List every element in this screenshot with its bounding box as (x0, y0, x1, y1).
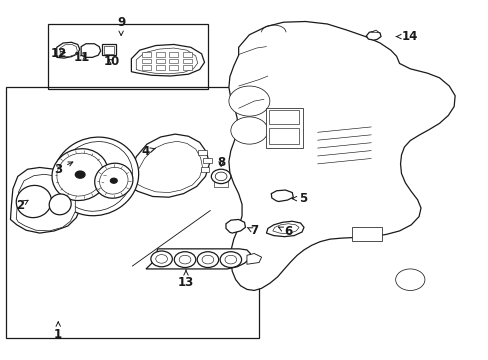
Bar (156, 65, 164, 69)
Bar (48, 24, 207, 89)
Text: 6: 6 (278, 225, 292, 238)
Text: 12: 12 (51, 47, 67, 60)
Bar (156, 59, 164, 63)
Circle shape (224, 255, 236, 264)
Bar (142, 52, 151, 57)
Polygon shape (228, 22, 454, 291)
Bar (183, 59, 191, 63)
Polygon shape (16, 174, 75, 231)
Text: 13: 13 (178, 270, 194, 289)
Bar (169, 59, 178, 63)
Bar (142, 65, 151, 69)
Circle shape (395, 269, 424, 291)
Circle shape (110, 178, 117, 183)
Bar (268, 110, 299, 125)
Circle shape (220, 252, 241, 267)
Bar (156, 52, 164, 57)
Circle shape (197, 252, 218, 267)
Text: 14: 14 (396, 30, 418, 43)
Text: 5: 5 (292, 192, 306, 205)
Bar (214, 176, 227, 187)
Circle shape (156, 255, 167, 263)
Circle shape (230, 117, 267, 144)
Circle shape (211, 169, 230, 184)
Ellipse shape (95, 163, 133, 198)
Bar (200, 167, 209, 172)
Polygon shape (266, 221, 304, 237)
Text: 4: 4 (142, 145, 155, 158)
Ellipse shape (52, 149, 108, 201)
Polygon shape (57, 42, 80, 58)
Bar (268, 128, 299, 144)
Bar (104, 46, 114, 54)
Text: 7: 7 (247, 224, 258, 238)
Circle shape (174, 252, 195, 267)
Circle shape (179, 255, 190, 264)
Ellipse shape (16, 185, 51, 218)
Bar (102, 44, 116, 55)
Circle shape (215, 172, 226, 181)
Ellipse shape (49, 194, 71, 215)
Text: 9: 9 (117, 16, 125, 36)
Bar (5, 87, 259, 338)
Bar (169, 52, 178, 57)
Text: 11: 11 (74, 51, 90, 64)
Bar (203, 158, 211, 163)
Polygon shape (60, 44, 77, 57)
Bar (169, 65, 178, 69)
Bar (351, 227, 381, 241)
Circle shape (228, 86, 269, 116)
Polygon shape (127, 134, 209, 197)
Polygon shape (246, 253, 261, 264)
Text: 1: 1 (54, 322, 62, 341)
Text: 8: 8 (217, 156, 225, 169)
Ellipse shape (57, 153, 103, 196)
Circle shape (151, 251, 172, 267)
Polygon shape (370, 30, 378, 32)
Polygon shape (10, 167, 81, 233)
Polygon shape (146, 249, 250, 269)
Polygon shape (225, 220, 245, 233)
Text: 3: 3 (54, 162, 73, 176)
Bar (183, 65, 191, 69)
Circle shape (75, 171, 85, 178)
Ellipse shape (59, 141, 132, 211)
Polygon shape (135, 141, 202, 193)
Polygon shape (272, 224, 299, 234)
Polygon shape (131, 44, 204, 76)
Polygon shape (271, 190, 293, 202)
Ellipse shape (53, 137, 139, 216)
Text: 10: 10 (103, 55, 120, 68)
Polygon shape (136, 48, 197, 74)
Text: 2: 2 (16, 199, 28, 212)
Polygon shape (366, 31, 380, 40)
Circle shape (202, 255, 213, 264)
Bar (142, 59, 151, 63)
Polygon shape (81, 44, 101, 57)
Bar (183, 52, 191, 57)
Bar (198, 150, 206, 155)
Bar (266, 108, 303, 148)
Ellipse shape (100, 167, 128, 194)
